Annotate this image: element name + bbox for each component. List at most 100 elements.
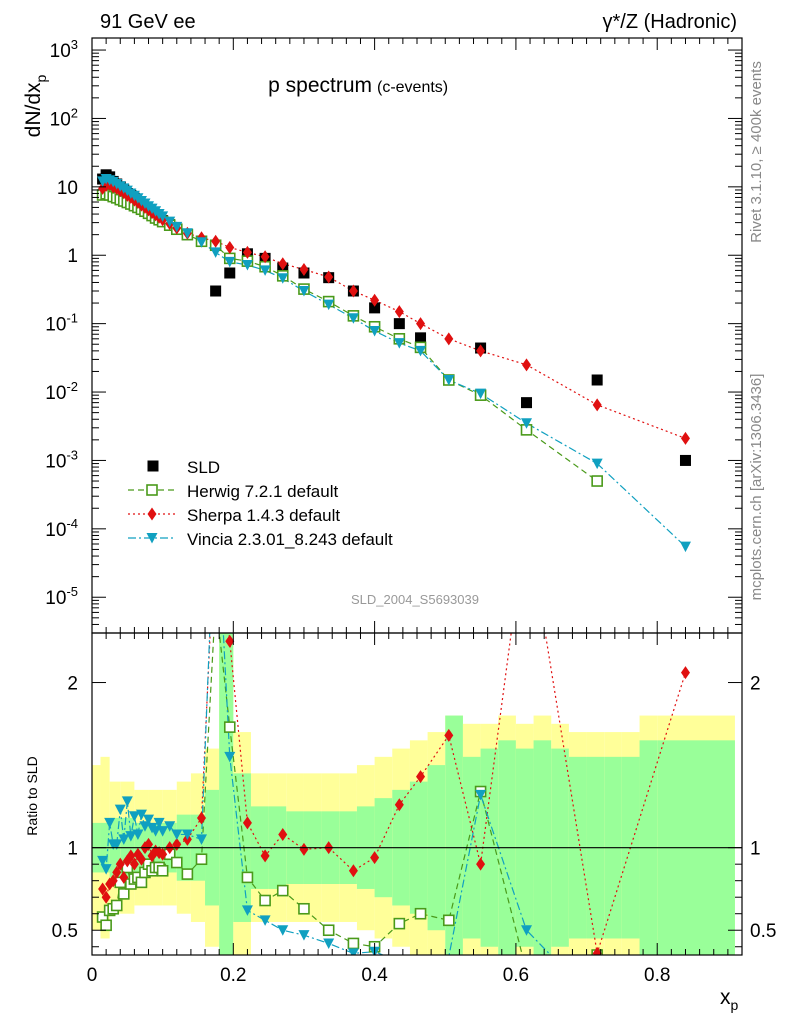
mc-ratio-point <box>135 809 147 821</box>
sld-point <box>679 454 691 466</box>
mc-ratio-point <box>521 925 533 936</box>
analysis-id: SLD_2004_S5693039 <box>351 592 479 607</box>
mc-ratio-point <box>225 634 235 648</box>
y-tick-label: 10-2 <box>45 379 78 404</box>
mc-ratio-point <box>143 814 155 826</box>
legend-marker <box>147 507 157 521</box>
mc-ratio-point <box>119 870 129 884</box>
mc-point <box>415 345 427 357</box>
mc-ratio-point <box>241 871 254 884</box>
mc-ratio-point <box>298 902 310 915</box>
mc-ratio-point <box>442 914 455 927</box>
mc-point <box>242 245 252 259</box>
y-tick-label: 10-5 <box>45 584 78 609</box>
mc-point <box>521 418 533 429</box>
mc-ratio-point <box>322 924 335 937</box>
ratio-band-inner <box>219 633 234 955</box>
x-tick-label: 0.4 <box>361 965 388 986</box>
x-tick-label: 0 <box>87 965 98 986</box>
ratio-tick-label: 0.5 <box>52 921 78 942</box>
mc-ratio-point <box>104 817 116 829</box>
mc-ratio-point <box>132 829 144 840</box>
mc-point <box>323 299 335 311</box>
legend-label-sld: SLD <box>187 458 220 477</box>
mc-ratio-point <box>276 884 289 897</box>
mc-ratio-point <box>224 751 236 763</box>
mc-ratio-point <box>680 666 690 680</box>
mc-point <box>443 374 455 386</box>
mc-point <box>370 293 380 307</box>
sld-point <box>210 285 222 297</box>
mc-ratio-point <box>393 917 406 930</box>
mc-point <box>164 216 176 228</box>
mc-point <box>369 326 381 337</box>
mc-ratio-point <box>170 856 183 869</box>
legend-marker <box>146 533 158 544</box>
mc-point <box>592 398 602 412</box>
mc-point <box>416 317 426 331</box>
mc-ratio-point <box>114 804 126 816</box>
mc-ratio-point <box>259 915 271 926</box>
ratio-tick-label: 0.5 <box>750 921 776 942</box>
mc-ratio-point <box>164 821 176 832</box>
mc-ratio-point <box>121 796 133 807</box>
mc-point <box>171 221 183 233</box>
mc-point <box>298 286 310 297</box>
mc-ratio-point <box>112 865 122 879</box>
legend-marker-sld <box>147 460 159 472</box>
mc-point <box>260 250 270 264</box>
mc-point <box>522 358 532 372</box>
mc-point <box>476 344 486 358</box>
mc-point <box>210 247 222 258</box>
mc-point <box>679 541 691 553</box>
mc-ratio-point <box>444 728 454 742</box>
mc-ratio-point <box>97 855 109 867</box>
mc-ratio-point <box>242 816 252 830</box>
legend-entry-sld: SLD <box>147 458 220 477</box>
header-right-label: γ*/Z (Hadronic) <box>603 11 737 33</box>
mc-point <box>394 305 404 319</box>
mc-ratio-point <box>157 826 169 837</box>
mc-ratio-point <box>259 894 271 907</box>
mc-ratio-point <box>223 721 236 733</box>
sld-point <box>393 318 405 330</box>
mc-ratio-point <box>125 831 137 842</box>
axes: 0 0.2 0.4 0.6 0.8xp10-510-410-310-210-111010… <box>22 37 776 1013</box>
mc-ratio-point <box>394 798 404 812</box>
mc-ratio-point <box>181 829 193 840</box>
mc-ratio-point <box>100 864 112 875</box>
mc-ratio-point <box>299 842 309 856</box>
mc-point <box>259 265 271 276</box>
legend-label: Herwig 7.2.1 default <box>187 482 338 501</box>
mc-point <box>348 284 358 298</box>
chart-subtitle: (c-events) <box>377 79 448 96</box>
mc-ratio-point <box>129 857 139 871</box>
y-axis-label: dN/dxp <box>22 74 49 137</box>
mc-points-ratio <box>96 634 690 955</box>
ratio-tick-label: 2 <box>67 674 78 695</box>
mc-ratio-point <box>195 853 208 866</box>
mc-point <box>278 257 288 271</box>
mc-ratio-point <box>475 789 487 801</box>
mc-ratio-point <box>298 930 310 941</box>
header-left-label: 91 GeV ee <box>100 11 196 33</box>
mc-ratio-point <box>100 919 112 932</box>
mc-ratio-point <box>181 868 194 880</box>
mc-ratio-point <box>277 925 289 936</box>
mc-point <box>591 458 603 470</box>
x-tick-label: 0.8 <box>644 965 670 986</box>
sld-point <box>591 374 603 386</box>
legend-entry: Vincia 2.3.01_8.243 default <box>128 530 393 549</box>
mc-ratio-point <box>241 905 253 916</box>
mc-ratio-point <box>476 857 486 871</box>
mc-ratio-point <box>278 827 288 841</box>
legend-label: Sherpa 1.4.3 default <box>187 506 340 525</box>
ratio-tick-label: 2 <box>750 674 761 695</box>
mc-point <box>157 211 169 222</box>
mc-point <box>444 332 454 346</box>
sld-point <box>224 267 236 279</box>
ratio-bands <box>92 633 735 955</box>
y-tick-label: 1 <box>67 246 78 267</box>
mc-point <box>680 431 690 445</box>
